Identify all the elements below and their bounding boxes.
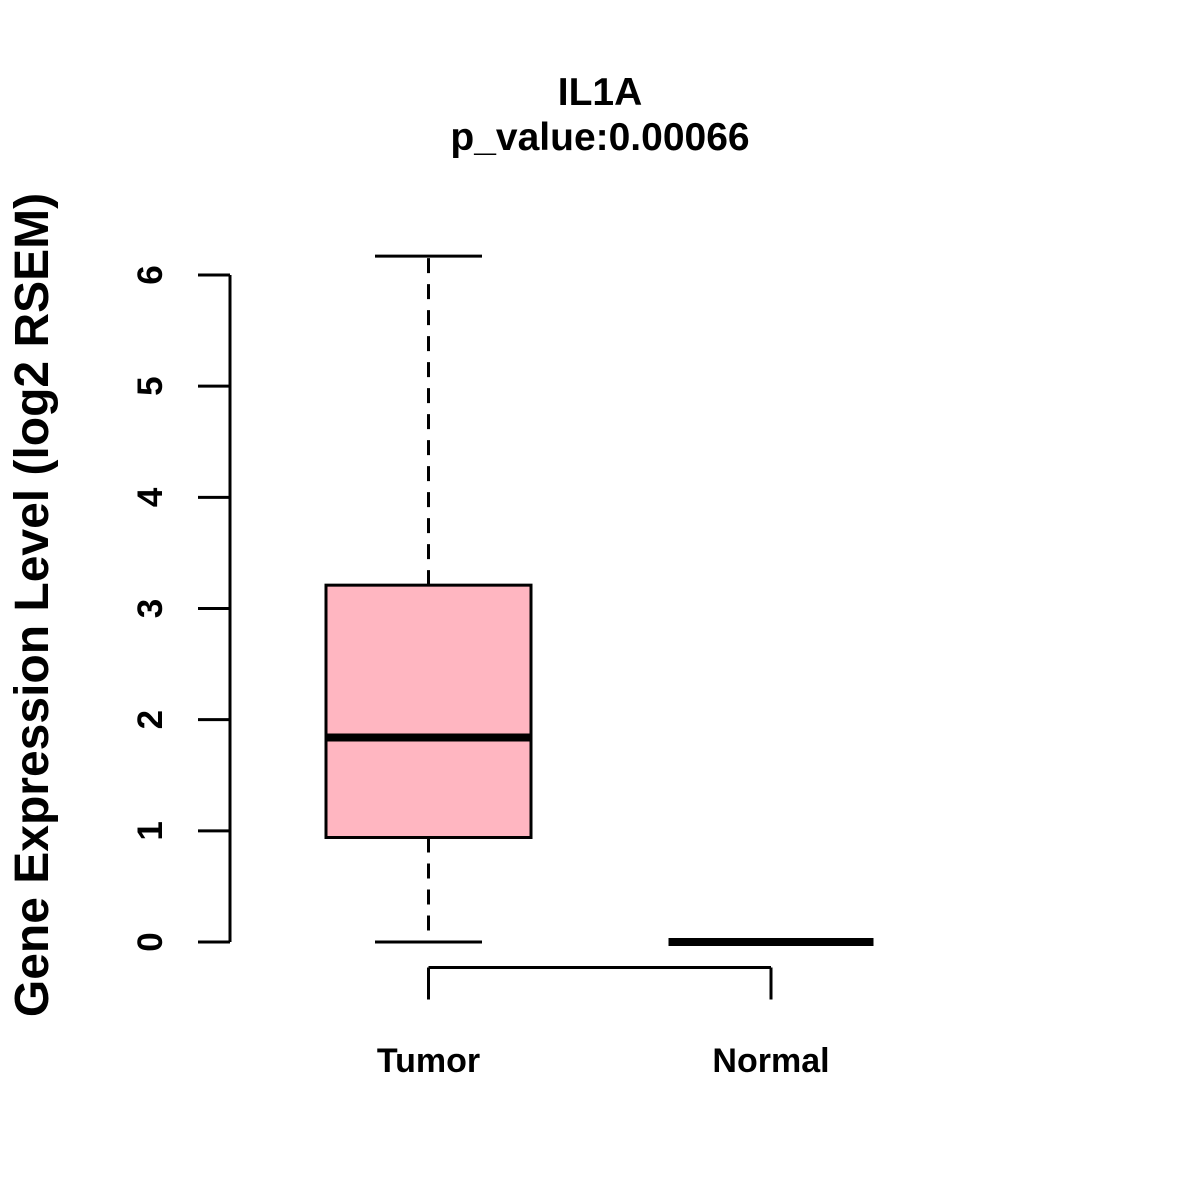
y-axis-tick-label: 3: [131, 599, 170, 618]
y-axis-tick-label: 1: [131, 821, 170, 840]
y-axis-tick-label: 5: [131, 376, 170, 395]
box-tumor: [324, 583, 533, 840]
chart-title: IL1A: [558, 71, 643, 114]
chart-subtitle: p_value:0.00066: [450, 116, 749, 159]
y-axis-tick-label: 4: [131, 487, 170, 507]
y-axis-tick-label: 0: [131, 932, 170, 951]
y-axis-tick-label: 6: [131, 265, 170, 284]
plot-area: 0 1 2 3 4 5 6 Tumor Normal: [131, 254, 874, 1080]
y-axis-tick-label: 2: [131, 710, 170, 729]
x-axis-category-label: Normal: [712, 1042, 829, 1080]
x-axis-category-label: Tumor: [377, 1042, 480, 1080]
y-axis-label: Gene Expression Level (log2 RSEM): [6, 193, 59, 1017]
